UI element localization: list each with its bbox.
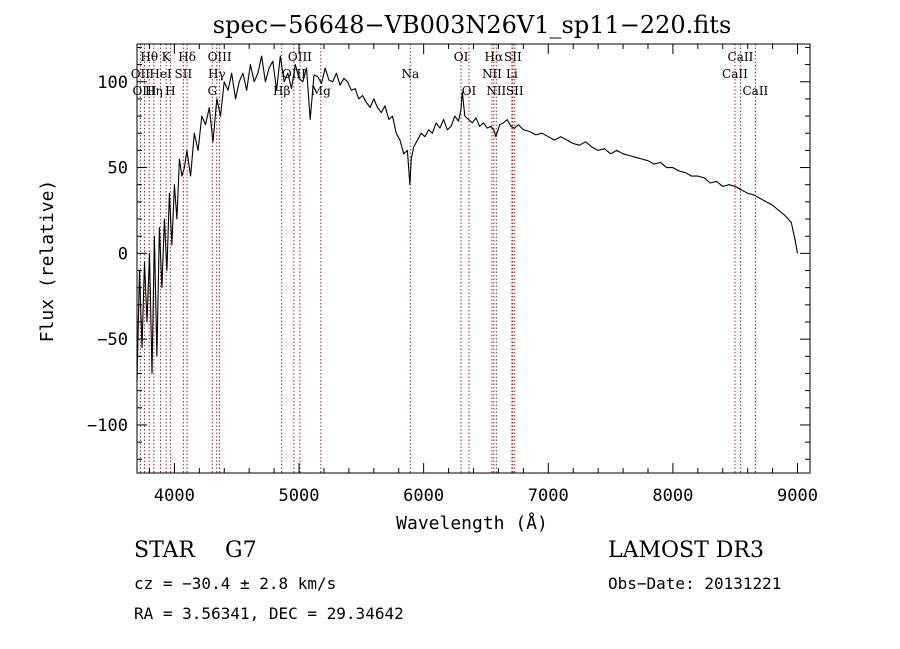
spectrum-line [136,55,799,383]
y-tick-label-1: −50 [97,330,128,350]
observation-date: Obs−Date: 20131221 [608,574,782,593]
line-label-7: SII [175,67,193,81]
line-label-21: NII [486,84,506,98]
line-label-18: OI [462,84,477,98]
y-tick-label-3: 50 [108,159,128,179]
coordinates: RA = 3.56341, DEC = 29.34642 [134,604,404,623]
x-tick-label-3: 7000 [528,486,569,506]
line-label-9: G [207,84,217,98]
x-tick-label-1: 5000 [279,486,320,506]
line-label-15: Mg [311,84,331,98]
x-tick-label-5: 9000 [777,486,818,506]
line-label-25: CaII [722,67,748,81]
axis-ticks [137,44,810,473]
line-label-16: Na [401,67,419,81]
redshift-velocity: cz = −30.4 ± 2.8 km/s [134,574,337,593]
x-tick-label-0: 4000 [154,486,195,506]
x-tick-label-2: 6000 [403,486,444,506]
line-label-27: CaII [742,84,768,98]
line-label-4: HeI [149,67,172,81]
y-tick-label-2: 0 [118,244,128,264]
survey-name: LAMOST DR3 [608,538,764,563]
line-label-11: OIII [208,50,232,64]
line-label-26: CaII [728,50,754,64]
object-class: STAR [134,538,195,563]
line-label-2: OIII [132,84,156,98]
line-label-19: NII [482,67,502,81]
y-tick-labels: −100 −50 0 50 100 [87,73,128,436]
line-label-1: OII [131,67,151,81]
line-label-6: H [165,84,175,98]
line-label-22: Li [506,67,518,81]
line-label-24: SII [506,84,524,98]
line-label-23: SII [504,50,522,64]
x-tick-labels: 4000 5000 6000 7000 8000 9000 [154,486,818,506]
chart-title: spec−56648−VB003N26V1_sp11−220.fits [213,11,732,39]
line-label-5: K [162,50,172,64]
x-axis-label: Wavelength (Å) [396,512,548,534]
line-label-3: Hη [145,84,163,98]
x-tick-label-4: 8000 [652,486,693,506]
object-class-row: STAR G7 [134,538,257,563]
line-label-20: Hα [485,50,504,64]
y-tick-label-0: −100 [87,416,128,436]
line-label-0: Hθ [140,50,158,64]
y-axis-label: Flux (relative) [37,180,58,343]
object-subclass: G7 [225,538,257,563]
line-label-10: Hγ [208,67,226,81]
y-tick-label-4: 100 [97,73,128,93]
plot-frame [136,43,811,474]
line-label-17: OI [454,50,469,64]
line-label-8: Hδ [178,50,196,64]
emission-line-markers [139,44,756,473]
emission-line-labels: HθOIIOIIIHηHeIKHSIIHδGHγOIIIHβOIIIOIIIMg… [131,50,769,98]
line-label-14: OIII [288,50,312,64]
